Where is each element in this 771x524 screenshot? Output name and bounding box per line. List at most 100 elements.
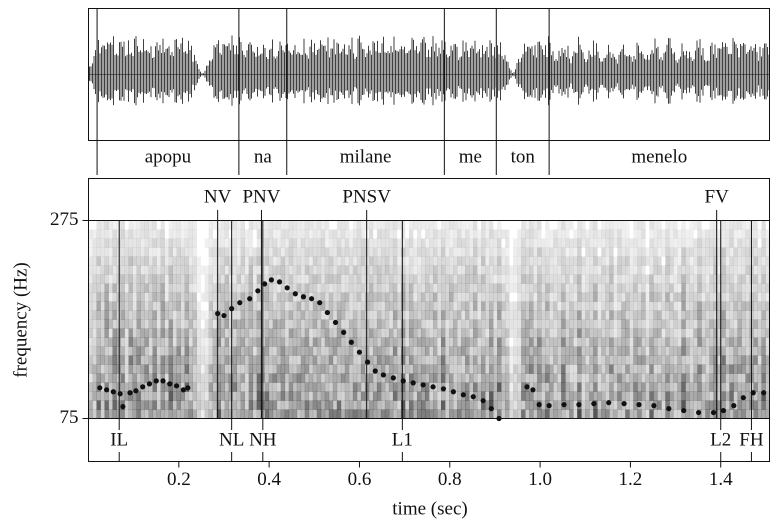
- spectrogram-cell: [325, 365, 329, 374]
- spectrogram-cell: [309, 329, 313, 338]
- spectrogram-cell: [113, 284, 117, 293]
- tier-label: L1: [392, 429, 413, 450]
- spectrogram-cell: [289, 293, 293, 302]
- spectrogram-cell: [257, 401, 261, 410]
- spectrogram-cell: [185, 248, 189, 257]
- spectrogram-cell: [297, 284, 301, 293]
- spectrogram-cell: [677, 356, 681, 365]
- spectrogram-cell: [281, 401, 285, 410]
- spectrogram-cell: [657, 356, 661, 365]
- spectrogram-cell: [329, 230, 333, 239]
- spectrogram-cell: [737, 221, 741, 230]
- spectrogram-cell: [237, 356, 241, 365]
- spectrogram-cell: [697, 275, 701, 284]
- spectrogram-cell: [337, 356, 341, 365]
- spectrogram-cell: [453, 329, 457, 338]
- spectrogram-cell: [729, 320, 733, 329]
- spectrogram-cell: [401, 383, 405, 392]
- spectrogram-cell: [161, 410, 165, 419]
- spectrogram-cell: [429, 311, 433, 320]
- spectrogram-cell: [189, 239, 193, 248]
- spectrogram-cell: [269, 374, 273, 383]
- spectrogram-cell: [317, 284, 321, 293]
- spectrogram-cell: [565, 293, 569, 302]
- spectrogram-cell: [333, 248, 337, 257]
- spectrogram-cell: [189, 356, 193, 365]
- spectrogram-cell: [641, 365, 645, 374]
- pitch-point: [277, 279, 282, 284]
- spectrogram-cell: [609, 356, 613, 365]
- spectrogram-cell: [269, 293, 273, 302]
- spectrogram-cell: [277, 392, 281, 401]
- spectrogram-cell: [93, 275, 97, 284]
- spectrogram-cell: [481, 284, 485, 293]
- spectrogram-cell: [537, 356, 541, 365]
- spectrogram-cell: [121, 365, 125, 374]
- spectrogram-cell: [561, 392, 565, 401]
- spectrogram-cell: [125, 302, 129, 311]
- spectrogram-cell: [321, 410, 325, 419]
- spectrogram-cell: [429, 293, 433, 302]
- spectrogram-cell: [277, 221, 281, 230]
- spectrogram-cell: [321, 356, 325, 365]
- spectrogram-cell: [585, 329, 589, 338]
- spectrogram-cell: [761, 401, 765, 410]
- spectrogram-cell: [257, 320, 261, 329]
- spectrogram-cell: [361, 239, 365, 248]
- spectrogram-cell: [141, 293, 145, 302]
- spectrogram-cell: [541, 392, 545, 401]
- spectrogram-cell: [521, 320, 525, 329]
- spectrogram-cell: [609, 293, 613, 302]
- spectrogram-cell: [89, 329, 93, 338]
- spectrogram-cell: [477, 401, 481, 410]
- spectrogram-cell: [193, 401, 197, 410]
- spectrogram-cell: [669, 221, 673, 230]
- spectrogram-cell: [129, 311, 133, 320]
- spectrogram-cell: [189, 320, 193, 329]
- spectrogram-cell: [333, 311, 337, 320]
- spectrogram-cell: [533, 374, 537, 383]
- spectrogram-cell: [473, 320, 477, 329]
- spectrogram-cell: [525, 248, 529, 257]
- spectrogram-cell: [525, 266, 529, 275]
- spectrogram-cell: [601, 221, 605, 230]
- spectrogram-cell: [181, 275, 185, 284]
- spectrogram-cell: [381, 320, 385, 329]
- spectrogram-cell: [377, 338, 381, 347]
- spectrogram-cell: [657, 239, 661, 248]
- spectrogram-cell: [753, 401, 757, 410]
- spectrogram-cell: [333, 266, 337, 275]
- spectrogram-cell: [601, 329, 605, 338]
- spectrogram-cell: [369, 338, 373, 347]
- spectrogram-cell: [185, 401, 189, 410]
- spectrogram-cell: [537, 239, 541, 248]
- spectrogram-cell: [761, 347, 765, 356]
- spectrogram-cell: [605, 284, 609, 293]
- spectrogram-cell: [609, 347, 613, 356]
- spectrogram-cell: [253, 293, 257, 302]
- spectrogram-cell: [625, 320, 629, 329]
- spectrogram-cell: [249, 365, 253, 374]
- spectrogram-cell: [469, 365, 473, 374]
- spectrogram-cell: [597, 239, 601, 248]
- spectrogram-cell: [625, 311, 629, 320]
- spectrogram-cell: [477, 410, 481, 419]
- spectrogram-cell: [425, 347, 429, 356]
- spectrogram-cell: [505, 248, 509, 257]
- spectrogram-cell: [601, 356, 605, 365]
- spectrogram-cell: [553, 266, 557, 275]
- spectrogram-cell: [665, 383, 669, 392]
- spectrogram-cell: [569, 410, 573, 419]
- spectrogram-cell: [429, 410, 433, 419]
- spectrogram-cell: [509, 311, 513, 320]
- spectrogram-cell: [253, 401, 257, 410]
- spectrogram-cell: [117, 266, 121, 275]
- spectrogram-cell: [405, 347, 409, 356]
- spectrogram-cell: [625, 284, 629, 293]
- spectrogram-cell: [677, 248, 681, 257]
- spectrogram-cell: [541, 356, 545, 365]
- spectrogram-cell: [453, 311, 457, 320]
- spectrogram-cell: [137, 239, 141, 248]
- pitch-point: [751, 390, 756, 395]
- spectrogram-cell: [233, 257, 237, 266]
